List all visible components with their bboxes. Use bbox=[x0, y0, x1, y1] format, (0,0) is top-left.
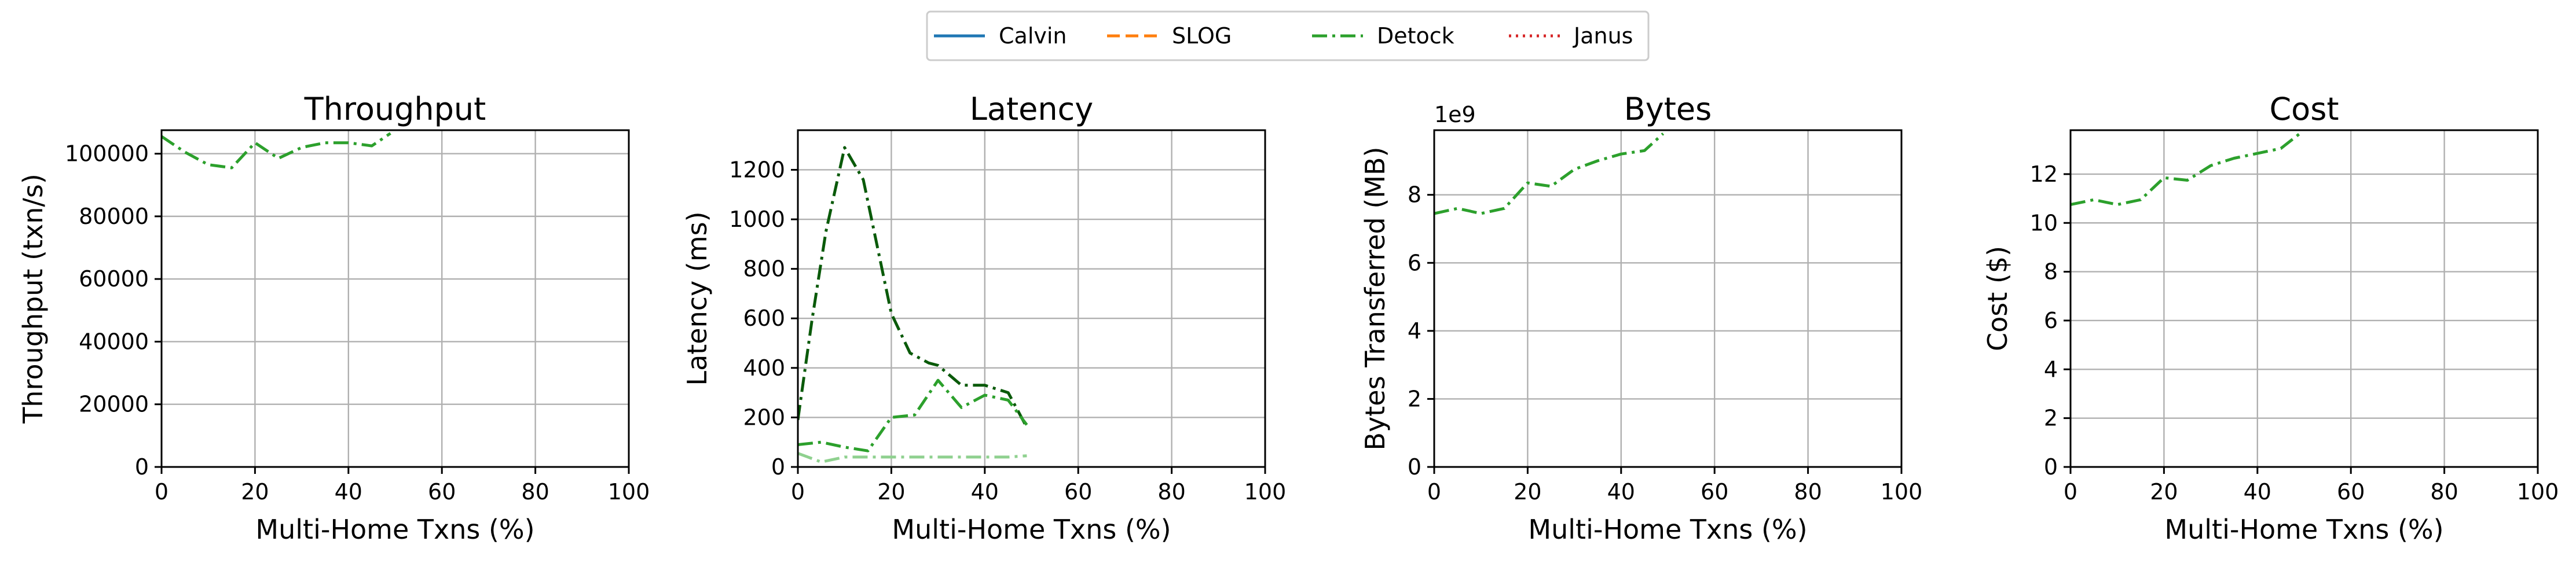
plot-frame bbox=[160, 129, 630, 468]
y-axis-label: Latency (ms) bbox=[681, 211, 713, 385]
x-tick-label: 100 bbox=[2517, 479, 2559, 505]
plot-frame bbox=[2069, 129, 2539, 468]
y-tick-label: 1000 bbox=[729, 207, 785, 232]
y-tick-label: 800 bbox=[743, 256, 785, 282]
x-tick-label: 100 bbox=[608, 479, 650, 505]
chart-title: Cost bbox=[2269, 91, 2339, 127]
x-tick-label: 100 bbox=[1244, 479, 1287, 505]
x-tick-label: 60 bbox=[1701, 479, 1728, 505]
y-axis-label: Throughput (txn/s) bbox=[17, 174, 49, 424]
y-tick-label: 8 bbox=[2044, 259, 2058, 285]
x-tick-label: 20 bbox=[2150, 479, 2178, 505]
y-tick-label: 10 bbox=[2030, 210, 2058, 235]
legend: Calvin SLOG Detock Janus bbox=[926, 10, 1650, 61]
charts: 0 20 40 60 80 100020000400006000080000100000T… bbox=[17, 91, 2559, 545]
legend-label: Detock bbox=[1377, 23, 1454, 49]
y-axis-label: Bytes Transferred (MB) bbox=[1360, 146, 1391, 450]
x-axis-label: Multi-Home Txns (%) bbox=[255, 514, 534, 545]
y-tick-label: 2 bbox=[2044, 406, 2058, 431]
x-tick-label: 0 bbox=[791, 479, 805, 505]
series-line-detock bbox=[1434, 133, 1665, 215]
plot-frame bbox=[797, 129, 1266, 468]
x-tick-label: 60 bbox=[1064, 479, 1092, 505]
series-line-detock bbox=[162, 132, 391, 170]
y-tick-label: 600 bbox=[743, 306, 785, 331]
y-tick-label: 4 bbox=[1408, 318, 1421, 344]
x-tick-label: 40 bbox=[971, 479, 999, 505]
x-tick-label: 20 bbox=[877, 479, 905, 505]
y-tick-label: 60000 bbox=[79, 266, 149, 292]
x-tick-label: 60 bbox=[2337, 479, 2365, 505]
y-axis-label: Cost ($) bbox=[1982, 246, 2013, 351]
x-tick-label: 100 bbox=[1881, 479, 1923, 505]
y-tick-label: 400 bbox=[743, 355, 785, 381]
x-axis-label: Multi-Home Txns (%) bbox=[2164, 514, 2443, 545]
y-tick-label: 4 bbox=[2044, 356, 2058, 382]
y-tick-label: 0 bbox=[1408, 454, 1421, 480]
x-tick-label: 80 bbox=[1794, 479, 1822, 505]
y-tick-label: 0 bbox=[2044, 454, 2058, 480]
x-tick-label: 0 bbox=[155, 479, 168, 505]
x-tick-label: 80 bbox=[1157, 479, 1185, 505]
x-tick-label: 0 bbox=[2064, 479, 2077, 505]
legend-frame bbox=[926, 10, 1650, 61]
y-offset-text: 1e9 bbox=[1434, 102, 1476, 127]
legend-entry-detock: Detock bbox=[1312, 23, 1454, 49]
y-tick-label: 6 bbox=[1408, 250, 1421, 275]
legend-label: Janus bbox=[1573, 23, 1633, 49]
chart-bytes: 0 20 40 60 80 100 0 2 4 6 8 Bytes Multi-Home Txns (%… bbox=[1360, 91, 1922, 545]
x-axis-label: Multi-Home Txns (%) bbox=[1528, 514, 1807, 545]
chart-title: Throughput bbox=[304, 91, 486, 127]
y-tick-label: 6 bbox=[2044, 308, 2058, 333]
x-tick-label: 40 bbox=[335, 479, 362, 505]
legend-entry-slog: SLOG bbox=[1107, 23, 1232, 49]
x-tick-label: 80 bbox=[521, 479, 549, 505]
x-tick-label: 40 bbox=[2244, 479, 2271, 505]
y-tick-label: 20000 bbox=[79, 392, 149, 417]
x-tick-label: 80 bbox=[2430, 479, 2458, 505]
chart-cost: 0 20 40 60 80 100 0 2 4 6 8 10 12 Cost Multi-Home Txns… bbox=[1982, 91, 2559, 545]
legend-entry-janus: Janus bbox=[1509, 23, 1633, 49]
y-tick-label: 2 bbox=[1408, 386, 1421, 411]
x-tick-label: 20 bbox=[241, 479, 269, 505]
y-tick-label: 100000 bbox=[65, 141, 149, 167]
legend-entry-calvin: Calvin bbox=[934, 23, 1067, 49]
y-tick-label: 0 bbox=[771, 454, 785, 480]
plot-frame bbox=[1433, 129, 1903, 468]
x-tick-label: 40 bbox=[1607, 479, 1635, 505]
x-tick-label: 0 bbox=[1427, 479, 1441, 505]
y-tick-label: 1200 bbox=[729, 157, 785, 182]
y-tick-label: 12 bbox=[2030, 161, 2058, 187]
chart-latency: 0 20 40 60 80 100020040060080010001200Latency… bbox=[681, 91, 1286, 545]
x-tick-label: 20 bbox=[1514, 479, 1541, 505]
legend-label: Calvin bbox=[999, 23, 1067, 49]
y-tick-label: 40000 bbox=[79, 329, 149, 354]
x-axis-label: Multi-Home Txns (%) bbox=[892, 514, 1171, 545]
series-line-detock bbox=[2071, 133, 2300, 207]
chart-title: Bytes bbox=[1624, 91, 1712, 127]
x-tick-label: 60 bbox=[428, 479, 456, 505]
y-tick-label: 0 bbox=[135, 454, 149, 480]
series-line-0 bbox=[798, 146, 1028, 428]
chart-title: Latency bbox=[970, 91, 1093, 127]
legend-label: SLOG bbox=[1172, 23, 1232, 49]
y-tick-label: 80000 bbox=[79, 204, 149, 229]
chart-throughput: 0 20 40 60 80 100 0 20000 40000 60000 80000 100000 T… bbox=[17, 91, 650, 545]
y-tick-label: 200 bbox=[743, 404, 785, 430]
series-line-1 bbox=[798, 378, 1028, 452]
y-tick-label: 8 bbox=[1408, 182, 1421, 208]
series-line-2 bbox=[798, 452, 1027, 463]
